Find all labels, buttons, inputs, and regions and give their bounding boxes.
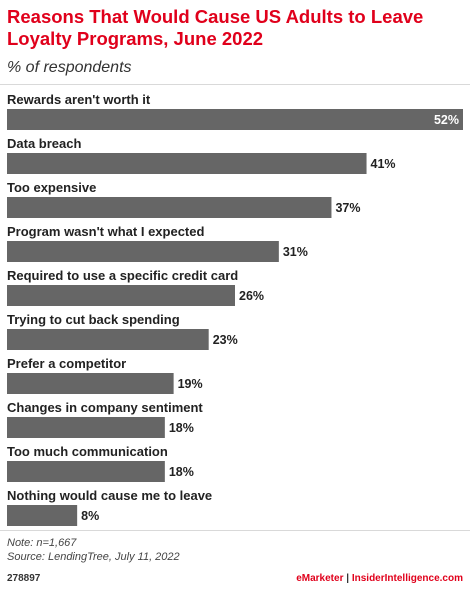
brand-footer: eMarketer | InsiderIntelligence.com (296, 573, 463, 584)
brand-emarketer: eMarketer (296, 573, 344, 584)
value-label: 18% (169, 421, 194, 435)
bar (7, 197, 332, 218)
chart-title: Reasons That Would Cause US Adults to Le… (7, 6, 424, 49)
bar (7, 109, 463, 130)
chart-note: Note: n=1,667 (7, 537, 77, 549)
value-label: 26% (239, 289, 264, 303)
bar (7, 329, 209, 350)
bar (7, 285, 235, 306)
category-label: Too expensive (7, 180, 96, 195)
brand-insider-intelligence: InsiderIntelligence.com (351, 573, 463, 584)
value-label: 41% (371, 157, 396, 171)
chart-subtitle: % of respondents (7, 59, 132, 76)
category-label: Rewards aren't worth it (7, 92, 151, 107)
value-label: 52% (434, 113, 459, 127)
value-label: 23% (213, 333, 238, 347)
bar (7, 417, 165, 438)
bottom-divider (0, 530, 470, 531)
bar (7, 461, 165, 482)
category-label: Too much communication (7, 444, 168, 459)
category-label: Required to use a specific credit card (7, 268, 238, 283)
value-label: 8% (81, 509, 99, 523)
bar (7, 241, 279, 262)
brand-separator: | (346, 573, 350, 584)
value-label: 18% (169, 465, 194, 479)
chart-source: Source: LendingTree, July 11, 2022 (7, 551, 180, 563)
category-label: Nothing would cause me to leave (7, 488, 212, 503)
value-label: 19% (178, 377, 203, 391)
value-label: 37% (335, 201, 360, 215)
bar (7, 373, 174, 394)
category-label: Trying to cut back spending (7, 312, 180, 327)
bar (7, 153, 367, 174)
top-divider (0, 84, 470, 85)
category-label: Program wasn't what I expected (7, 224, 204, 239)
category-label: Changes in company sentiment (7, 400, 203, 415)
bar (7, 505, 78, 526)
value-label: 31% (283, 245, 308, 259)
bar-chart: Rewards aren't worth it 52% Data breach 41%… (7, 92, 463, 526)
category-label: Prefer a competitor (7, 356, 126, 371)
category-label: Data breach (7, 136, 81, 151)
chart-id: 278897 (7, 573, 41, 584)
